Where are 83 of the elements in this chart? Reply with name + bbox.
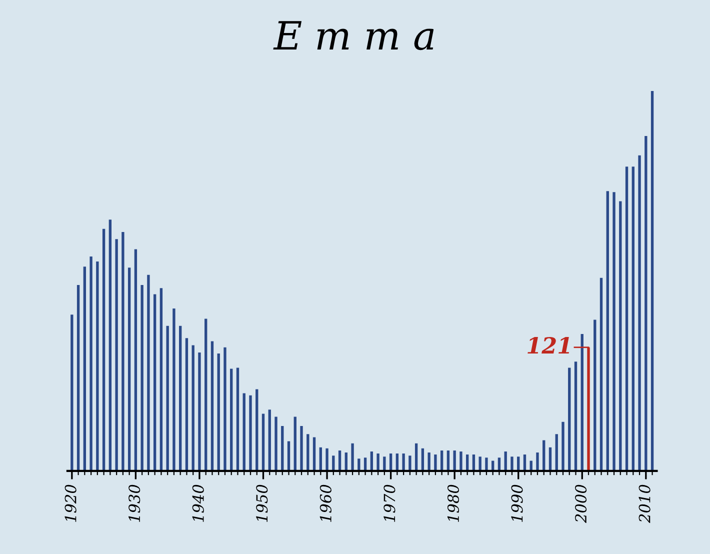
bar <box>453 450 456 471</box>
bar <box>147 274 150 471</box>
bar <box>612 192 616 471</box>
bar <box>224 347 226 471</box>
bar <box>414 443 418 471</box>
bar <box>312 437 316 471</box>
bar <box>574 362 578 471</box>
chart-title: E m m a <box>273 21 434 50</box>
bar <box>140 285 144 471</box>
bar <box>76 285 80 471</box>
bar <box>134 249 138 471</box>
bar <box>204 318 208 471</box>
bar <box>192 345 194 471</box>
x-tick-label: 1970 <box>384 484 396 522</box>
x-tick-label: 1980 <box>447 484 460 522</box>
bar <box>160 288 163 471</box>
x-tick-label: 1920 <box>64 484 76 522</box>
bar <box>555 434 558 471</box>
bar <box>428 452 430 471</box>
bar <box>294 416 296 471</box>
bar <box>638 155 641 471</box>
bar <box>185 338 188 471</box>
bar <box>90 256 92 471</box>
bar <box>102 228 106 471</box>
bar <box>351 443 354 471</box>
bar <box>236 368 240 471</box>
bar <box>600 278 603 471</box>
bar <box>542 440 546 471</box>
bar <box>644 136 648 471</box>
bar <box>460 451 462 471</box>
bar <box>274 416 278 471</box>
bar <box>326 448 328 471</box>
bar <box>478 456 482 471</box>
x-tick-label: 1930 <box>128 484 140 522</box>
bar <box>172 308 176 471</box>
x-tick-label: 1950 <box>256 484 268 522</box>
bar <box>287 441 290 471</box>
bar <box>217 353 220 471</box>
bar <box>625 166 628 471</box>
bar <box>256 389 258 471</box>
x-tick-label: 1940 <box>192 484 204 522</box>
bar <box>562 422 564 471</box>
bar <box>115 239 118 471</box>
bar <box>510 456 514 471</box>
x-tick-label: 2010 <box>638 484 650 524</box>
data-label: 121 <box>528 336 570 354</box>
bar <box>568 368 571 471</box>
bar <box>122 232 124 471</box>
bar <box>300 426 303 471</box>
x-tick-label: 1960 <box>320 484 332 522</box>
bar <box>108 220 112 471</box>
bar <box>268 410 271 471</box>
bar <box>408 456 412 471</box>
bar <box>536 452 539 471</box>
bar <box>376 454 380 471</box>
bar <box>128 268 131 471</box>
bar <box>606 191 609 471</box>
bar <box>632 166 634 471</box>
bar <box>619 201 622 471</box>
bar <box>358 458 360 471</box>
bar <box>383 456 386 471</box>
bar <box>153 294 156 471</box>
bar <box>198 352 201 471</box>
bar <box>594 320 596 471</box>
bar <box>262 414 265 471</box>
bar <box>249 395 252 471</box>
bar <box>242 393 246 471</box>
bar <box>70 314 74 471</box>
bar <box>210 341 214 471</box>
bar <box>650 91 654 471</box>
bar <box>96 262 99 471</box>
bar <box>434 454 437 471</box>
bar <box>306 434 310 471</box>
bar <box>281 426 284 471</box>
x-tick-label: 1990 <box>511 484 523 522</box>
bar <box>485 458 488 471</box>
bar <box>580 334 584 471</box>
bar <box>178 326 182 471</box>
bar <box>166 326 169 471</box>
bar <box>83 266 86 471</box>
bar <box>402 454 405 471</box>
x-tick-label: 2000 <box>575 484 587 524</box>
bar <box>230 368 233 471</box>
